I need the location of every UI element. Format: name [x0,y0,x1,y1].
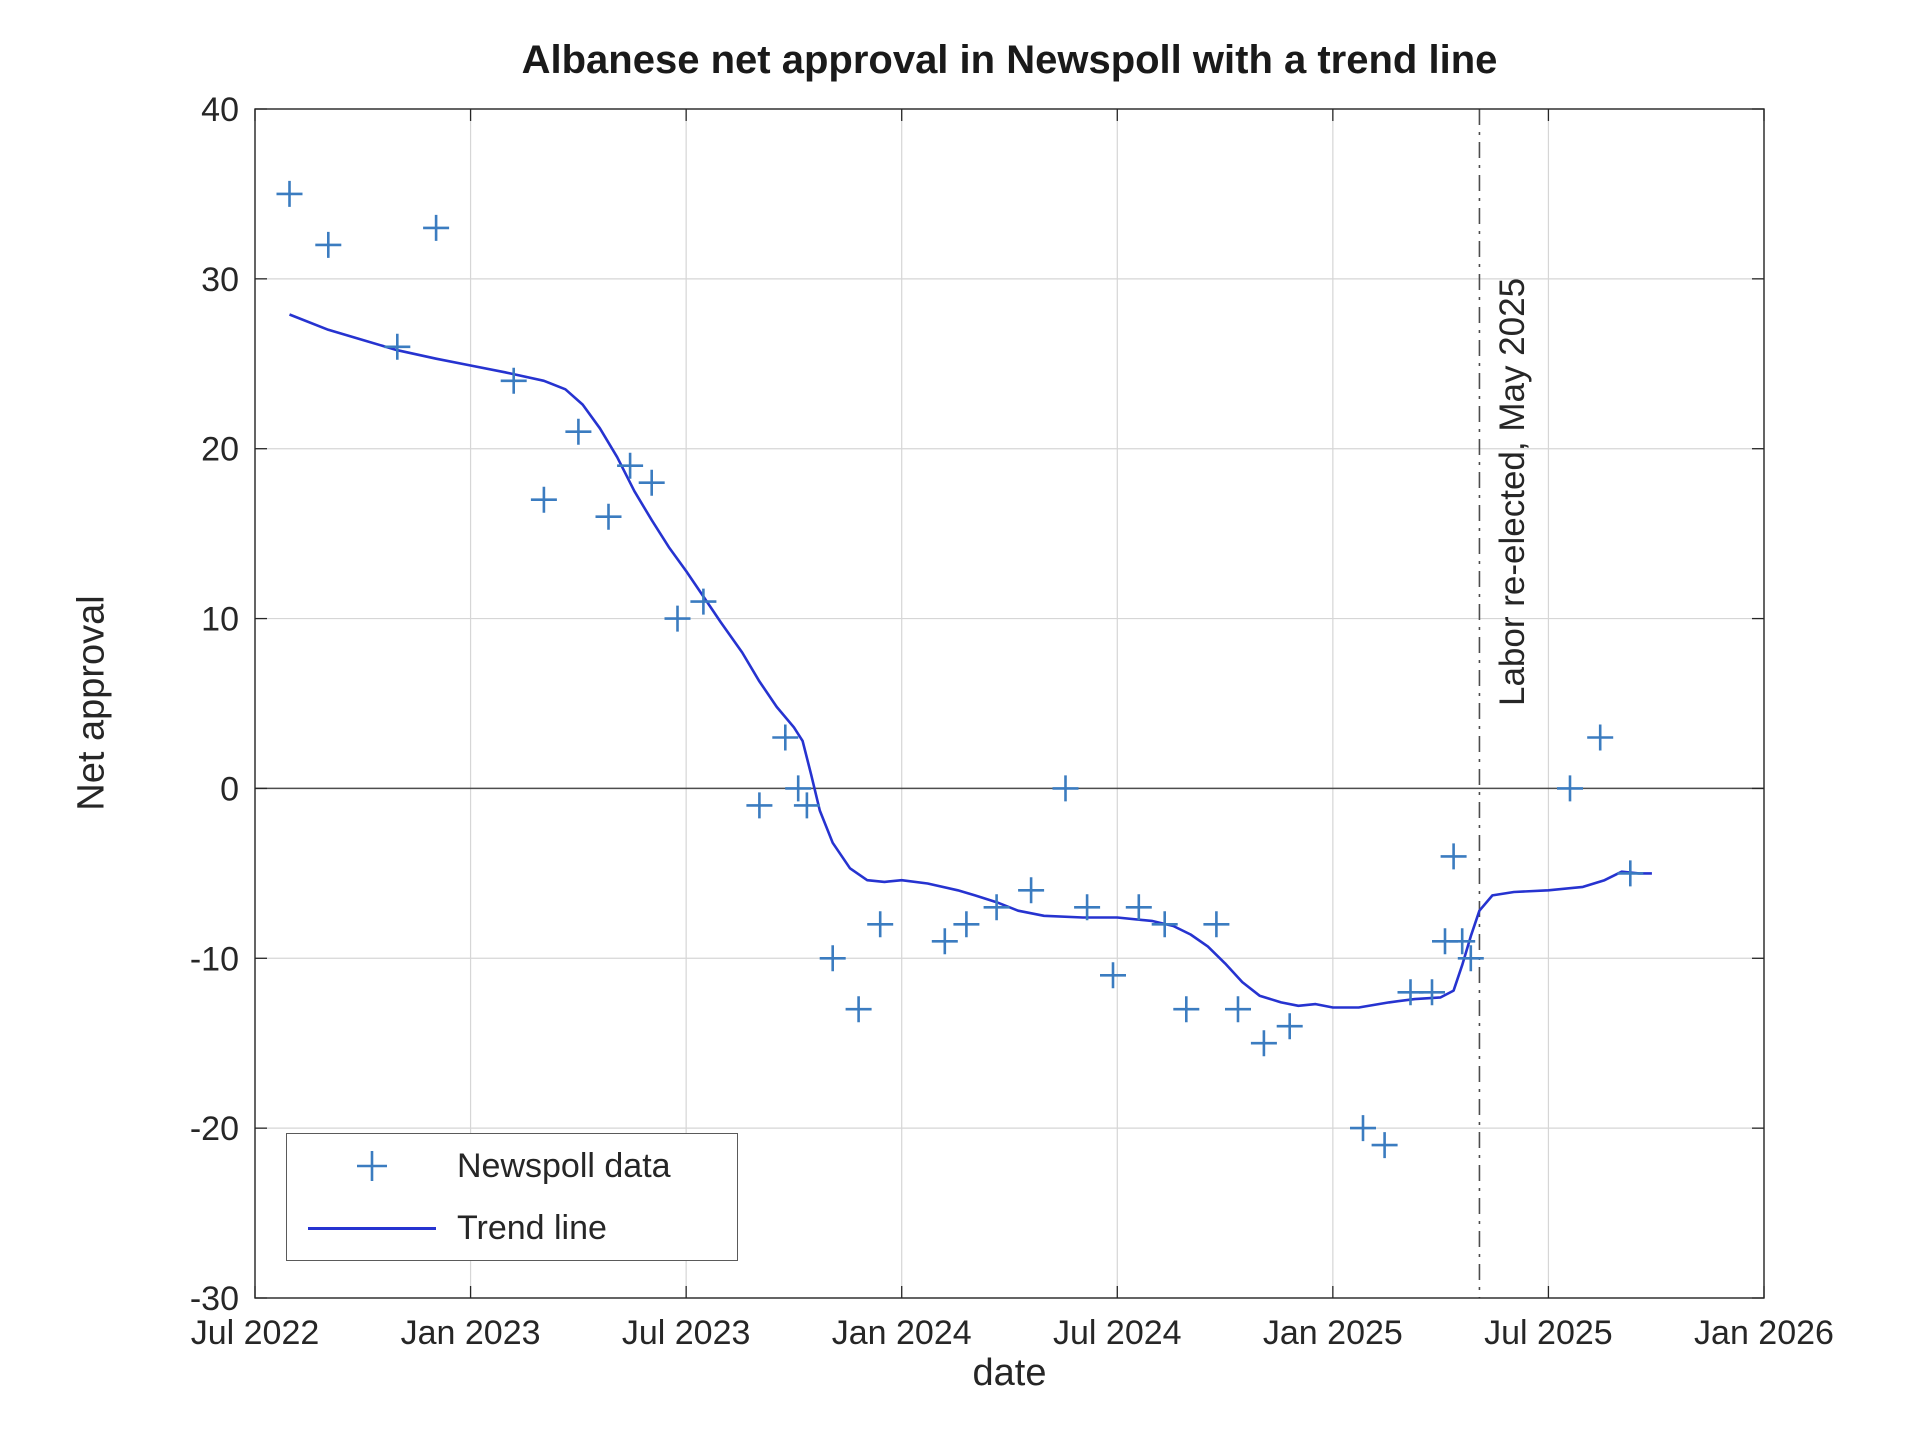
scatter-point [617,452,644,479]
scatter-point [384,333,411,360]
x-tick-label: Jul 2025 [1484,1314,1613,1352]
y-tick-label: 40 [201,91,239,129]
trend-line [289,313,1652,1009]
scatter-point [1100,962,1126,989]
scatter-point [1457,945,1484,972]
scatter-point [1617,860,1644,887]
x-tick-label: Jul 2023 [622,1314,751,1352]
scatter-point [276,180,303,207]
y-tick-label: -30 [190,1280,239,1318]
scatter-point [500,367,527,394]
x-tick-label: Jan 2024 [832,1314,972,1352]
y-tick-label: -10 [190,940,239,978]
y-tick-label: -20 [190,1110,239,1148]
y-tick-label: 10 [201,601,239,639]
scatter-point [1225,996,1251,1023]
legend-entry-newspoll: Newspoll data [287,1136,737,1196]
scatter-point [1250,1030,1277,1057]
scatter-point [1587,724,1614,751]
scatter-point [1052,775,1079,802]
scatter-point [953,911,980,938]
scatter-point [931,928,958,955]
scatter-point [1419,979,1445,1006]
legend-entry-trend: Trend line [287,1198,737,1258]
plus-marker-icon [287,1147,457,1185]
x-tick-label: Jul 2022 [191,1314,320,1352]
scatter-point [1449,928,1476,955]
legend: Newspoll data Trend line [286,1133,738,1261]
y-tick-label: 30 [201,261,239,299]
legend-label-newspoll: Newspoll data [457,1146,671,1185]
scatter-point [315,231,342,258]
scatter-point [1151,911,1178,938]
scatter-point [867,911,894,938]
scatter-point [746,792,773,819]
scatter-point [1276,1013,1303,1040]
scatter-point [1350,1115,1376,1142]
y-tick-label: 20 [201,431,239,469]
scatter-point [638,469,665,496]
y-tick-label: 0 [220,770,239,808]
scatter-point [664,605,691,632]
scatter-point [1173,996,1200,1023]
scatter-point [565,418,592,445]
scatter-point [1440,843,1467,870]
scatter-point [983,894,1010,921]
scatter-point [530,486,557,513]
x-tick-label: Jan 2026 [1694,1314,1834,1352]
scatter-point [595,503,622,530]
y-axis-label: Net approval [70,595,113,811]
election-annotation-label: Labor re-elected, May 2025 [1493,277,1533,706]
scatter-point [1125,894,1152,921]
scatter-point [1557,775,1583,802]
trend-line-swatch [308,1226,436,1230]
scatter-point [845,996,872,1023]
chart-title: Albanese net approval in Newspoll with a… [521,38,1498,82]
scatter-point [1203,911,1230,938]
scatter-point [819,945,846,972]
legend-label-trend: Trend line [457,1208,607,1247]
x-axis-label: date [972,1352,1047,1394]
scatter-point [423,214,450,241]
scatter-point [690,588,717,615]
plot-border [254,108,1765,1299]
x-tick-label: Jan 2023 [401,1314,541,1352]
x-tick-label: Jul 2024 [1053,1314,1182,1352]
scatter-point [785,775,812,802]
scatter-point [772,724,799,751]
scatter-point [1074,894,1101,921]
x-tick-label: Jan 2025 [1263,1314,1403,1352]
scatter-point [793,792,820,819]
scatter-point [1018,877,1045,904]
scatter-point [1371,1132,1398,1159]
